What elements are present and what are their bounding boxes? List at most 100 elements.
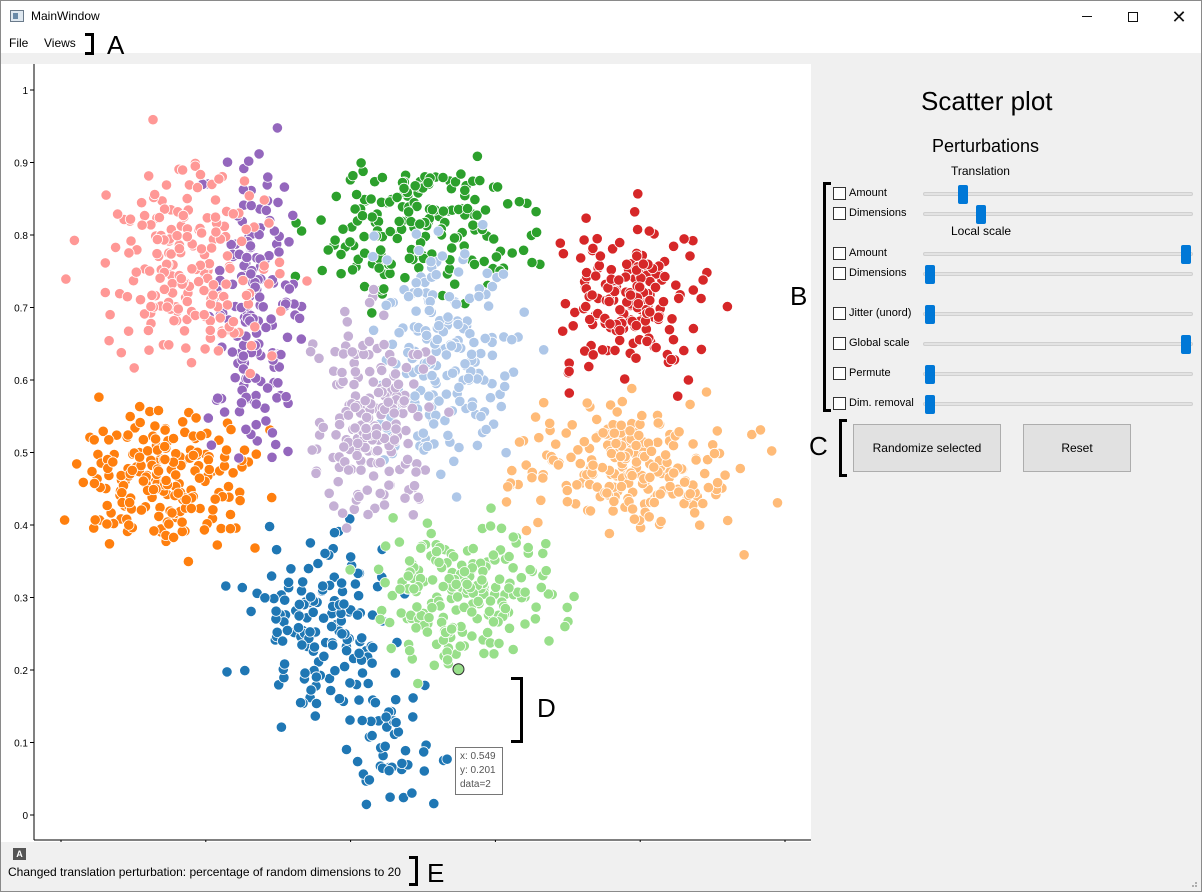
data-point <box>282 445 294 457</box>
data-point <box>371 445 384 457</box>
status-bar: A Changed translation perturbation: perc… <box>1 848 1201 891</box>
annotation-e: E <box>427 858 445 888</box>
menu-views[interactable]: Views <box>44 36 76 50</box>
dim-removal-slider[interactable] <box>923 402 1193 406</box>
translation-amount-checkbox[interactable] <box>833 187 846 200</box>
jitter-checkbox[interactable] <box>833 307 846 320</box>
local-scale-amount-slider[interactable] <box>923 252 1193 256</box>
translation-dimensions-checkbox[interactable] <box>833 207 846 220</box>
title-bar[interactable]: MainWindow ✕ <box>1 1 1201 32</box>
data-point <box>71 458 83 470</box>
data-point <box>499 602 511 615</box>
data-point <box>687 322 700 335</box>
data-point <box>143 170 155 182</box>
slider-handle[interactable] <box>958 185 969 204</box>
data-point <box>701 454 714 466</box>
data-point <box>373 262 385 274</box>
data-point <box>147 114 159 126</box>
data-point <box>134 416 146 429</box>
translation-dimensions-slider[interactable] <box>923 212 1193 216</box>
slider-handle[interactable] <box>925 365 935 384</box>
data-point <box>346 264 359 276</box>
data-point <box>265 313 277 325</box>
data-point <box>667 439 680 452</box>
data-point <box>149 420 161 432</box>
data-point <box>363 297 376 309</box>
jitter-slider[interactable] <box>923 312 1193 316</box>
annotation-a: A <box>107 30 125 60</box>
data-point <box>207 289 219 301</box>
data-point <box>342 464 355 476</box>
data-point <box>610 437 622 450</box>
data-point <box>152 465 165 477</box>
data-point <box>97 425 109 437</box>
data-point <box>161 301 173 313</box>
data-point <box>586 289 598 301</box>
data-point <box>519 618 531 630</box>
data-point <box>697 497 709 510</box>
global-scale-checkbox[interactable] <box>833 337 846 350</box>
data-point <box>389 368 402 380</box>
menu-file[interactable]: File <box>9 36 29 50</box>
slider-handle[interactable] <box>925 265 935 284</box>
local-scale-amount-checkbox[interactable] <box>833 247 846 260</box>
local-scale-dimensions-checkbox[interactable] <box>833 267 846 280</box>
slider-handle[interactable] <box>1181 245 1191 264</box>
permute-checkbox[interactable] <box>833 367 846 380</box>
data-point <box>614 237 626 249</box>
permute-slider[interactable] <box>923 372 1193 376</box>
data-point <box>285 563 297 575</box>
local-scale-dimensions-slider[interactable] <box>923 272 1193 276</box>
data-point <box>584 313 596 326</box>
data-point <box>542 588 555 600</box>
data-point <box>474 175 486 187</box>
close-button[interactable]: ✕ <box>1156 1 1202 32</box>
row-label: Amount <box>849 187 887 199</box>
data-point <box>468 258 481 270</box>
slider-handle[interactable] <box>1181 335 1191 354</box>
data-point <box>216 327 228 339</box>
scatter-plot[interactable]: 00.20.40.60.8100.10.20.30.40.50.60.70.80… <box>1 64 811 842</box>
data-point <box>307 606 319 618</box>
data-point <box>655 515 667 527</box>
data-point <box>272 377 284 389</box>
data-point <box>335 577 348 589</box>
reset-button[interactable]: Reset <box>1023 424 1131 472</box>
maximize-button[interactable] <box>1110 1 1156 32</box>
data-point <box>101 499 113 512</box>
data-point <box>209 493 221 505</box>
data-point <box>333 693 345 705</box>
data-point <box>644 306 656 318</box>
minimize-button[interactable] <box>1064 1 1110 32</box>
data-point <box>282 576 295 588</box>
scatter-plot-area[interactable]: 00.20.40.60.8100.10.20.30.40.50.60.70.80… <box>1 64 811 842</box>
data-point <box>448 232 461 244</box>
data-point <box>304 537 316 549</box>
data-point <box>578 436 590 448</box>
global-scale-slider[interactable] <box>923 342 1193 346</box>
data-point <box>240 423 252 435</box>
data-point <box>388 434 401 446</box>
tooltip-y: y: 0.201 <box>460 765 496 776</box>
dim-removal-row: Dim. removal <box>833 395 1193 414</box>
data-point <box>473 290 485 302</box>
data-point <box>260 415 272 427</box>
data-point <box>604 399 617 411</box>
data-point <box>89 514 101 526</box>
slider-handle[interactable] <box>976 205 987 224</box>
translation-amount-slider[interactable] <box>923 192 1193 196</box>
data-point <box>663 324 676 336</box>
data-point <box>503 582 515 594</box>
data-point <box>376 364 388 376</box>
slider-handle[interactable] <box>925 395 935 414</box>
data-point <box>384 225 396 238</box>
data-point <box>441 654 454 666</box>
randomize-selected-button[interactable]: Randomize selected <box>853 424 1001 472</box>
resize-grip-icon[interactable] <box>1188 878 1198 888</box>
slider-handle[interactable] <box>925 305 935 324</box>
data-point <box>746 428 758 441</box>
data-point <box>486 281 498 293</box>
data-point <box>580 301 592 313</box>
data-point <box>139 210 151 222</box>
dim-removal-checkbox[interactable] <box>833 397 846 410</box>
